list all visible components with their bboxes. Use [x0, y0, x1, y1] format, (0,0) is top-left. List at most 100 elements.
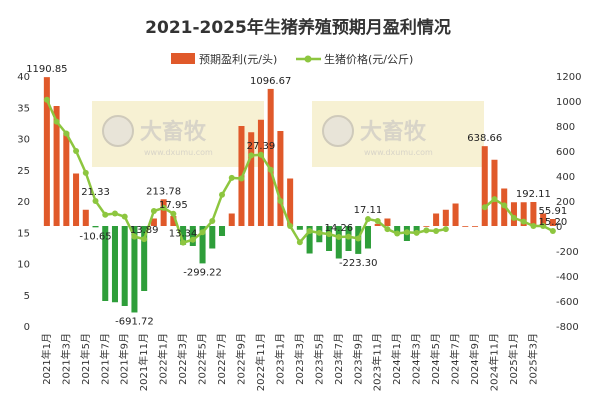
- price-point: [180, 239, 187, 246]
- data-label: -10.65: [79, 231, 111, 242]
- profit-bar: [326, 226, 333, 251]
- left-tick-label: 10: [17, 260, 30, 271]
- profit-bar: [540, 213, 547, 226]
- x-tick-label: 2024年5月: [429, 333, 442, 385]
- profit-bar: [491, 159, 498, 226]
- x-tick-label: 2022年3月: [176, 333, 189, 385]
- price-point: [335, 233, 342, 240]
- price-point: [287, 223, 294, 229]
- left-axis: 0 5 10 15 20 25 30 35 40: [17, 72, 30, 333]
- price-point: [53, 118, 60, 125]
- x-tick-label: 2021年11月: [137, 333, 150, 391]
- price-point: [433, 228, 440, 234]
- profit-bar: [248, 132, 255, 226]
- data-label: 14.26: [324, 223, 353, 234]
- data-label: 13.34: [169, 229, 198, 240]
- profit-bar: [472, 226, 479, 227]
- price-point: [102, 211, 109, 218]
- data-label: 213.78: [146, 186, 181, 197]
- data-label: 638.66: [467, 133, 502, 144]
- legend-label-price: 生猪价格(元/公斤): [324, 52, 413, 66]
- profit-bar: [189, 226, 196, 246]
- price-point: [131, 233, 138, 240]
- x-tick-label: 2021年3月: [59, 333, 72, 385]
- x-tick-label: 2024年11月: [487, 333, 500, 391]
- left-tick-label: 20: [17, 197, 30, 208]
- price-point: [209, 218, 216, 224]
- legend: 预期盈利(元/头) 生猪价格(元/公斤): [171, 52, 413, 66]
- profit-bar: [530, 201, 537, 226]
- profit-bar: [374, 223, 381, 226]
- profit-bar: [549, 219, 556, 226]
- data-label: 27.39: [247, 141, 276, 152]
- price-point: [384, 226, 391, 233]
- left-tick-label: 25: [17, 166, 30, 177]
- right-tick-label: 1000: [556, 97, 581, 108]
- right-tick-label: 400: [556, 172, 575, 183]
- profit-bar: [209, 226, 216, 249]
- profit-bar: [267, 88, 274, 226]
- price-point: [111, 210, 118, 217]
- price-point: [316, 229, 323, 236]
- x-tick-label: 2023年7月: [332, 333, 345, 385]
- price-point: [326, 231, 333, 238]
- profit-bar: [43, 77, 50, 226]
- data-label: 1096.67: [250, 76, 291, 87]
- price-point: [170, 210, 177, 217]
- data-label: 15.20: [539, 217, 568, 228]
- x-tick-label: 2024年3月: [410, 333, 423, 385]
- price-point: [530, 223, 537, 229]
- data-label: 13.89: [130, 225, 159, 236]
- price-point: [374, 218, 381, 224]
- profit-bar: [384, 218, 391, 226]
- price-point: [491, 196, 498, 203]
- profit-bar: [287, 178, 294, 226]
- x-tick-label: 2021年5月: [79, 333, 92, 385]
- data-labels: 1190.85 21.33 -10.65 13.89 -691.72 213.78 17.9…: [26, 64, 567, 327]
- right-tick-label: -400: [556, 272, 579, 283]
- right-tick-label: 200: [556, 197, 575, 208]
- price-point: [510, 214, 517, 221]
- x-tick-label: 2022年11月: [254, 333, 267, 391]
- price-point: [501, 202, 508, 209]
- profit-bar: [510, 202, 517, 226]
- price-point: [355, 235, 362, 242]
- data-label: 21.33: [81, 187, 110, 198]
- price-point: [121, 213, 128, 220]
- profit-bar: [219, 226, 226, 236]
- profit-bar: [442, 209, 449, 226]
- x-tick-label: 2021年1月: [40, 333, 53, 385]
- svg-text:www.dxumu.com: www.dxumu.com: [144, 148, 213, 157]
- price-point: [277, 198, 284, 204]
- price-point: [43, 96, 50, 103]
- left-tick-label: 30: [17, 135, 30, 146]
- profit-bar: [306, 226, 313, 254]
- right-tick-label: 1200: [556, 72, 581, 83]
- data-label: 192.11: [516, 189, 551, 200]
- data-label: 55.91: [539, 206, 568, 217]
- price-point: [199, 229, 206, 236]
- profit-bar: [452, 203, 459, 226]
- profit-bar: [481, 146, 488, 226]
- left-tick-label: 0: [24, 322, 30, 333]
- profit-bar: [423, 226, 430, 227]
- profit-bar: [199, 226, 206, 264]
- right-tick-label: 800: [556, 122, 575, 133]
- price-point: [63, 130, 70, 137]
- price-point: [238, 175, 245, 182]
- price-point: [364, 216, 371, 223]
- profit-bar: [160, 199, 167, 226]
- x-tick-label: 2021年7月: [98, 333, 111, 385]
- x-tick-label: 2024年1月: [390, 333, 403, 385]
- data-label: -223.30: [339, 258, 378, 269]
- x-tick-label: 2024年7月: [449, 333, 462, 385]
- profit-bar: [73, 173, 80, 226]
- profit-bar: [335, 226, 342, 259]
- data-label: 1190.85: [26, 64, 67, 75]
- x-tick-label: 2022年7月: [215, 333, 228, 385]
- chart-title: 2021-2025年生猪养殖预期月盈利情况: [145, 17, 451, 38]
- price-line: [43, 96, 556, 246]
- legend-label-profit: 预期盈利(元/头): [199, 53, 277, 66]
